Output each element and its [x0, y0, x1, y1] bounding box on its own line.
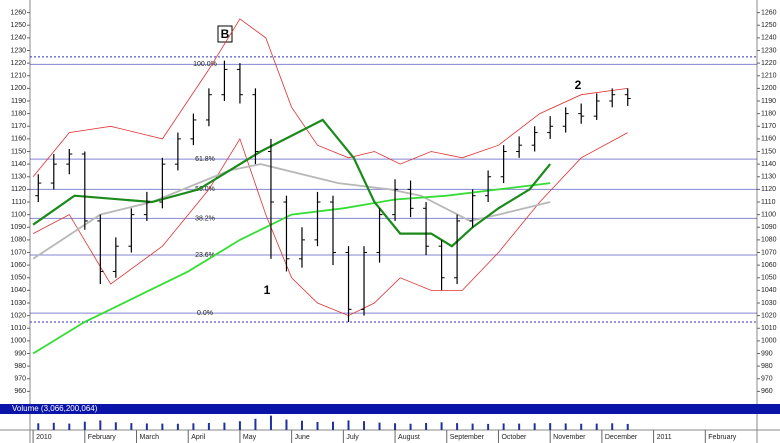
y-tick-label: 1070 — [761, 249, 777, 256]
y-tick-label: 1060 — [10, 262, 26, 269]
x-tick-label: September — [450, 434, 485, 441]
y-tick-label: 990 — [14, 350, 26, 357]
fib-label: 50.0% — [195, 186, 215, 193]
x-tick-label: June — [295, 434, 310, 441]
annotation: 2 — [575, 78, 582, 92]
y-tick-label: 1250 — [761, 22, 777, 29]
y-tick-label: 1100 — [761, 211, 776, 218]
x-tick-label: July — [346, 434, 359, 441]
y-tick-label: 1000 — [761, 338, 777, 345]
indicator-line — [32, 118, 552, 248]
fib-label: 38.2% — [195, 215, 215, 222]
x-tick-label: October — [501, 434, 527, 441]
y-tick-label: 1110 — [761, 199, 776, 206]
y-tick-label: 1160 — [761, 136, 776, 143]
annotation: 1 — [264, 283, 271, 297]
y-tick-label: 1130 — [761, 174, 776, 181]
y-tick-label: 1220 — [10, 60, 26, 67]
annotation: B — [221, 27, 230, 41]
indicator-line — [32, 182, 551, 355]
x-tick-label: February — [708, 434, 737, 441]
x-tick-label: December — [605, 434, 638, 441]
x-tick-label: April — [191, 434, 205, 441]
y-tick-label: 1210 — [10, 73, 26, 80]
y-tick-label: 1070 — [10, 249, 26, 256]
y-tick-label: 1140 — [11, 161, 26, 168]
y-tick-label: 970 — [14, 376, 26, 383]
y-tick-label: 1200 — [10, 85, 26, 92]
y-tick-label: 1190 — [11, 98, 26, 105]
y-tick-label: 1220 — [761, 60, 777, 67]
y-tick-label: 1190 — [761, 98, 776, 105]
y-tick-label: 1010 — [761, 325, 777, 332]
y-tick-label: 1230 — [761, 47, 777, 54]
y-tick-label: 1000 — [10, 338, 26, 345]
y-tick-label: 1030 — [761, 300, 777, 307]
indicator-line — [32, 163, 551, 260]
y-tick-label: 1250 — [10, 22, 26, 29]
indicator-line — [32, 132, 628, 317]
y-tick-label: 1260 — [10, 9, 26, 16]
y-tick-label: 1020 — [10, 312, 26, 319]
y-tick-label: 1090 — [761, 224, 777, 231]
y-tick-label: 1120 — [11, 186, 26, 193]
y-tick-label: 1170 — [761, 123, 776, 130]
y-tick-label: 1040 — [761, 287, 777, 294]
y-tick-label: 1010 — [10, 325, 26, 332]
volume-title-bar — [0, 404, 780, 414]
x-tick-label: 2011 — [657, 434, 672, 441]
x-tick-label: February — [88, 434, 117, 441]
fib-label: 100.0% — [193, 61, 217, 68]
y-tick-label: 1060 — [761, 262, 777, 269]
x-tick-label: August — [398, 434, 420, 441]
y-tick-label: 1080 — [10, 237, 26, 244]
y-tick-label: 1180 — [11, 110, 26, 117]
y-tick-label: 1210 — [761, 73, 777, 80]
y-tick-label: 1050 — [10, 275, 26, 282]
fib-label: 61.8% — [195, 156, 215, 163]
y-tick-label: 960 — [761, 388, 773, 395]
y-tick-label: 1230 — [10, 47, 26, 54]
y-tick-label: 1020 — [761, 312, 777, 319]
y-tick-label: 1040 — [10, 287, 26, 294]
y-tick-label: 1160 — [11, 136, 26, 143]
annotation-box — [217, 25, 233, 43]
y-tick-label: 980 — [14, 363, 26, 370]
y-tick-label: 1240 — [10, 35, 26, 42]
indicator-line — [32, 18, 628, 178]
y-tick-label: 1140 — [761, 161, 776, 168]
x-tick-label: March — [140, 434, 160, 441]
y-tick-label: 1240 — [761, 35, 777, 42]
x-tick-label: May — [243, 434, 257, 441]
y-tick-label: 980 — [761, 363, 773, 370]
y-tick-label: 990 — [761, 350, 773, 357]
y-tick-label: 1100 — [11, 211, 26, 218]
x-tick-label: November — [553, 434, 586, 441]
y-tick-label: 1200 — [761, 85, 777, 92]
y-tick-label: 1130 — [11, 174, 26, 181]
y-tick-label: 1260 — [761, 9, 777, 16]
y-tick-label: 1110 — [11, 199, 26, 206]
x-tick-label: 2010 — [36, 434, 52, 441]
y-tick-label: 1180 — [761, 110, 776, 117]
y-tick-label: 1150 — [11, 148, 26, 155]
y-tick-label: 960 — [14, 388, 26, 395]
fib-label: 23.6% — [195, 252, 215, 259]
y-tick-label: 1150 — [761, 148, 776, 155]
y-tick-label: 1090 — [10, 224, 26, 231]
y-tick-label: 1080 — [761, 237, 777, 244]
y-tick-label: 1120 — [761, 186, 776, 193]
y-tick-label: 970 — [761, 376, 773, 383]
volume-title: Volume (3,066,200,064) — [12, 404, 98, 413]
y-tick-label: 1030 — [10, 300, 26, 307]
y-tick-label: 1050 — [761, 275, 777, 282]
fib-label: 0.0% — [197, 310, 213, 317]
y-tick-label: 1170 — [11, 123, 26, 130]
